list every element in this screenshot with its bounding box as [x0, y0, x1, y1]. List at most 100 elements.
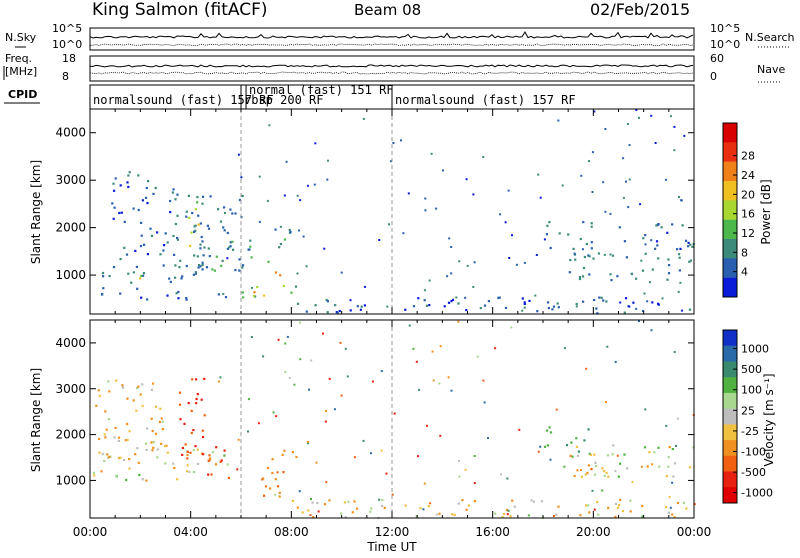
data-cell	[296, 194, 299, 197]
data-cell	[572, 247, 575, 250]
colorbar-swatch	[723, 377, 737, 394]
data-cell	[175, 292, 178, 295]
data-cell	[558, 232, 561, 235]
data-cell	[623, 453, 626, 456]
data-cell	[98, 451, 101, 454]
data-cell	[154, 186, 157, 190]
data-cell	[450, 389, 453, 392]
data-cell	[211, 451, 215, 454]
data-cell	[435, 513, 438, 516]
data-cell	[145, 448, 148, 452]
data-cell	[349, 309, 352, 312]
data-cell	[610, 279, 613, 282]
data-cell	[623, 311, 626, 314]
data-cell	[584, 504, 588, 507]
data-cell	[614, 515, 617, 518]
data-cell	[174, 198, 177, 201]
data-cell	[505, 509, 508, 512]
data-cell	[178, 391, 182, 394]
data-cell	[210, 473, 213, 476]
data-cell	[530, 499, 533, 502]
data-cell	[584, 473, 587, 476]
data-cell	[229, 208, 232, 211]
data-cell	[186, 470, 189, 473]
data-cell	[363, 304, 366, 307]
data-cell	[288, 377, 291, 379]
x-tick-label: 00:00	[677, 525, 712, 539]
data-cell	[487, 300, 490, 303]
data-cell	[369, 510, 372, 513]
data-cell	[137, 461, 140, 464]
data-cell	[314, 142, 317, 145]
colorbar-frame	[722, 329, 738, 504]
data-cell	[193, 225, 196, 228]
data-cell	[197, 266, 200, 269]
data-cell	[590, 468, 593, 471]
beam-title: Beam 08	[354, 1, 421, 19]
data-cell	[665, 475, 668, 478]
data-cell	[150, 388, 153, 391]
data-cell	[173, 253, 176, 256]
data-cell	[340, 512, 343, 515]
data-cell	[628, 144, 631, 147]
x-tick-label: 00:00	[73, 525, 108, 539]
data-cell	[188, 470, 191, 473]
data-cell	[383, 506, 386, 509]
data-cell	[220, 459, 223, 462]
data-cell	[217, 380, 220, 383]
data-cell	[537, 450, 540, 453]
data-cell	[668, 446, 671, 449]
colorbar-tick-label: 8	[741, 246, 748, 259]
data-cell	[323, 247, 326, 250]
data-cell	[545, 233, 548, 236]
data-cell	[593, 453, 596, 456]
data-cell	[612, 444, 615, 447]
data-cell	[644, 243, 647, 246]
data-cell	[98, 394, 101, 397]
data-cell	[521, 309, 524, 312]
data-cell	[171, 191, 174, 194]
data-cell	[614, 502, 618, 505]
x-tick-label: 04:00	[173, 525, 208, 539]
data-cell	[156, 456, 159, 459]
data-cell	[500, 473, 502, 476]
data-cell	[101, 271, 105, 275]
data-cell	[219, 460, 222, 463]
data-cell	[510, 326, 513, 329]
data-cell	[464, 468, 467, 471]
data-cell	[472, 286, 475, 288]
data-cell	[458, 260, 461, 263]
data-cell	[179, 418, 182, 421]
data-cell	[604, 210, 607, 213]
data-cell	[136, 387, 139, 390]
velocity-colorbar: 1000 500 100 25 -25 -100 -500 -1000	[722, 329, 773, 504]
data-cell	[220, 264, 223, 267]
data-cell	[450, 246, 453, 248]
data-cell	[673, 462, 677, 465]
data-cell	[293, 383, 296, 386]
y-tick-label: 3000	[55, 173, 86, 187]
data-cell	[349, 299, 352, 302]
data-cell	[596, 501, 599, 504]
data-cell	[668, 496, 671, 499]
data-cell	[561, 184, 564, 187]
data-cell	[552, 305, 556, 308]
data-cell	[618, 503, 621, 507]
data-cell	[535, 254, 538, 256]
data-cell	[574, 258, 577, 261]
data-cell	[154, 405, 157, 408]
data-cell	[208, 255, 211, 258]
data-cell	[299, 199, 302, 202]
data-cell	[190, 431, 193, 435]
data-cell	[576, 469, 579, 472]
data-cell	[600, 296, 603, 299]
data-cell	[188, 216, 191, 219]
data-cell	[344, 516, 347, 519]
data-cell	[661, 297, 664, 300]
data-cell	[678, 253, 681, 256]
colorbar-tick-label: 4	[741, 266, 748, 279]
colorbar-tick-label: -500	[741, 466, 766, 479]
data-cell	[140, 234, 143, 237]
data-cell	[677, 290, 680, 293]
data-cell	[139, 393, 142, 396]
